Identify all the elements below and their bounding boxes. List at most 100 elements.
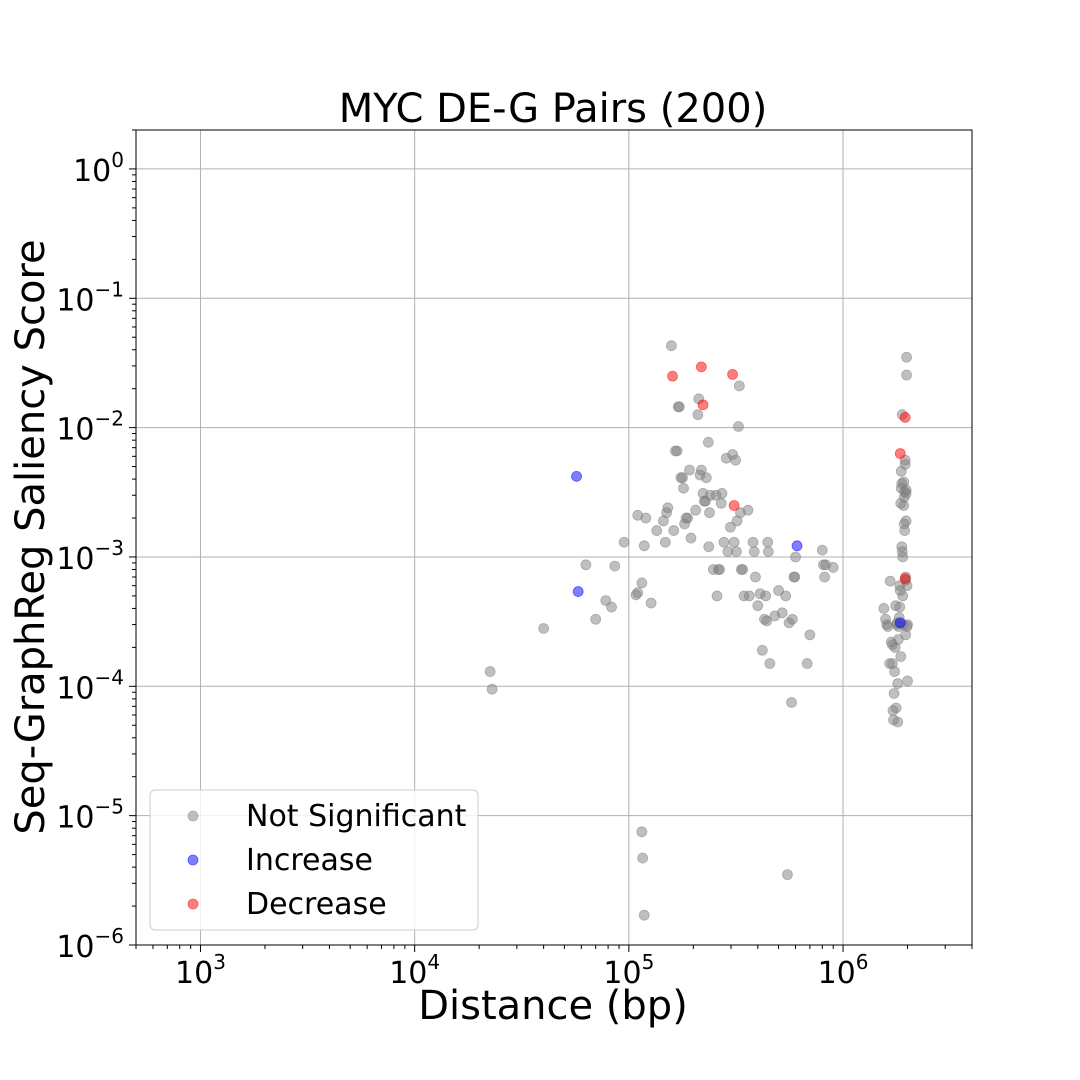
legend-marker-not-significant xyxy=(187,810,199,822)
x-axis-label: Distance (bp) xyxy=(418,983,688,1029)
data-point-not-significant xyxy=(892,678,904,689)
data-point-decrease xyxy=(667,370,678,382)
data-point-not-significant xyxy=(890,702,902,714)
data-point-not-significant xyxy=(636,826,648,838)
data-point-not-significant xyxy=(895,651,907,662)
data-point-not-significant xyxy=(892,716,904,728)
data-point-not-significant xyxy=(671,445,683,457)
data-point-increase xyxy=(791,540,803,552)
data-point-increase xyxy=(571,470,582,482)
x-tick-label: 106 xyxy=(818,950,869,991)
data-point-decrease xyxy=(728,500,740,511)
legend-marker-increase xyxy=(187,854,199,866)
chart-title: MYC DE-G Pairs (200) xyxy=(339,86,768,132)
data-point-not-significant xyxy=(900,515,912,527)
data-point-not-significant xyxy=(711,590,723,602)
data-point-increase xyxy=(572,586,584,597)
data-point-not-significant xyxy=(651,525,663,536)
data-point-not-significant xyxy=(609,560,621,572)
x-tick-label: 104 xyxy=(389,950,440,991)
data-point-not-significant xyxy=(702,436,714,448)
data-point-not-significant xyxy=(900,488,912,499)
data-point-not-significant xyxy=(666,340,677,352)
data-point-not-significant xyxy=(731,546,742,558)
data-point-not-significant xyxy=(748,546,760,558)
axis-ticks: 103 104 105 106 100 10−1 10−2 10−3 10−4 10−5 10−6 xyxy=(56,129,973,991)
data-point-not-significant xyxy=(618,536,630,548)
data-point-not-significant xyxy=(632,587,644,599)
data-point-not-significant xyxy=(752,600,764,612)
data-point-not-significant xyxy=(742,504,754,516)
data-point-not-significant xyxy=(673,401,685,413)
data-point-not-significant xyxy=(580,559,592,571)
data-point-not-significant xyxy=(484,666,496,677)
data-point-not-significant xyxy=(704,507,715,519)
data-point-not-significant xyxy=(703,541,715,553)
data-point-not-significant xyxy=(894,601,906,613)
data-point-not-significant xyxy=(737,564,749,575)
y-tick-label: 10−3 xyxy=(56,536,124,577)
data-point-not-significant xyxy=(902,675,913,687)
data-point-not-significant xyxy=(762,546,774,558)
data-point-not-significant xyxy=(486,683,498,695)
data-point-not-significant xyxy=(773,585,784,596)
data-point-not-significant xyxy=(700,472,712,484)
legend: Not Significant Increase Decrease xyxy=(149,789,479,931)
data-point-not-significant xyxy=(897,551,909,563)
data-point-not-significant xyxy=(730,454,741,466)
data-point-not-significant xyxy=(786,613,798,625)
data-point-not-significant xyxy=(692,409,704,421)
data-point-not-significant xyxy=(819,571,830,583)
data-point-not-significant xyxy=(761,615,773,627)
data-point-not-significant xyxy=(638,540,650,552)
data-point-not-significant xyxy=(695,464,707,476)
data-point-not-significant xyxy=(715,497,727,509)
data-point-not-significant xyxy=(640,512,652,524)
data-point-decrease xyxy=(727,368,738,380)
data-point-not-significant xyxy=(899,525,911,536)
data-point-not-significant xyxy=(804,629,816,641)
data-point-not-significant xyxy=(590,613,602,625)
data-point-not-significant xyxy=(725,521,736,533)
data-points xyxy=(484,340,913,921)
data-point-not-significant xyxy=(747,536,759,548)
data-point-not-significant xyxy=(889,666,900,677)
data-point-not-significant xyxy=(733,380,745,392)
data-point-not-significant xyxy=(780,590,792,602)
data-point-not-significant xyxy=(636,577,648,589)
data-point-not-significant xyxy=(684,464,695,476)
data-point-not-significant xyxy=(714,564,725,575)
data-point-not-significant xyxy=(728,536,740,548)
y-tick-label: 10−6 xyxy=(56,924,124,965)
data-point-not-significant xyxy=(716,488,728,499)
data-point-not-significant xyxy=(884,575,896,587)
data-point-not-significant xyxy=(538,623,550,634)
data-point-not-significant xyxy=(682,512,693,524)
data-point-not-significant xyxy=(801,658,813,669)
data-point-not-significant xyxy=(764,658,776,669)
x-tick-label: 105 xyxy=(603,950,654,991)
legend-marker-decrease xyxy=(187,898,199,910)
data-point-decrease xyxy=(894,448,906,459)
data-point-not-significant xyxy=(816,544,828,556)
data-point-not-significant xyxy=(897,590,909,602)
legend-label-decrease: Decrease xyxy=(246,887,387,922)
data-point-not-significant xyxy=(678,482,689,494)
data-point-not-significant xyxy=(659,536,671,548)
data-point-not-significant xyxy=(888,688,900,699)
data-point-not-significant xyxy=(637,852,649,864)
y-tick-label: 10−2 xyxy=(56,407,124,448)
data-point-not-significant xyxy=(790,551,801,563)
data-point-not-significant xyxy=(750,571,761,583)
data-point-not-significant xyxy=(878,603,890,614)
data-point-not-significant xyxy=(789,571,801,583)
data-point-not-significant xyxy=(760,590,772,602)
data-point-not-significant xyxy=(662,502,674,514)
data-point-not-significant xyxy=(668,525,680,536)
data-point-not-significant xyxy=(782,869,793,881)
data-point-not-significant xyxy=(901,351,912,363)
data-point-not-significant xyxy=(718,536,730,548)
data-point-not-significant xyxy=(606,601,617,613)
data-point-not-significant xyxy=(786,697,797,708)
